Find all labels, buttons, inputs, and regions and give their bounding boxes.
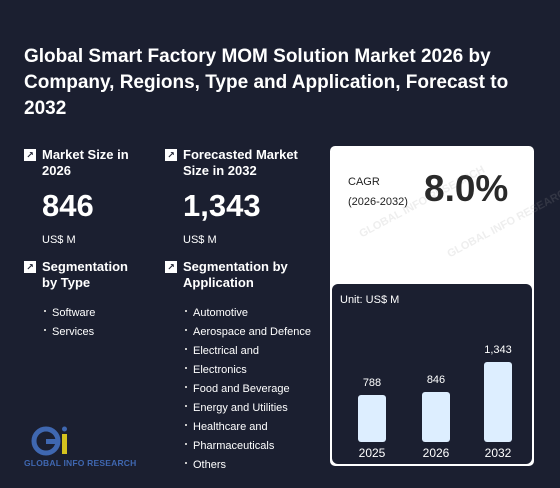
segmentation-type-block: ↗ Segmentation by Type Software Services <box>24 259 142 342</box>
list-item: Food and Beverage <box>185 380 311 399</box>
forecast-unit: US$ M <box>183 234 217 246</box>
segmentation-type-label: Segmentation by Type <box>42 259 128 290</box>
trend-arrow-icon: ↗ <box>165 149 177 161</box>
trend-arrow-icon: ↗ <box>24 149 36 161</box>
list-item: Others <box>185 456 311 475</box>
x-tick-label: 2032 <box>484 446 512 460</box>
list-item: Electronics <box>185 361 311 380</box>
cagr-label-line2: (2026-2032) <box>348 196 408 208</box>
list-item: Healthcare and <box>185 418 311 437</box>
cagr-label: CAGR (2026-2032) <box>348 172 408 212</box>
bar-value-label: 846 <box>426 374 446 386</box>
type-list: Software Services <box>42 304 142 342</box>
segmentation-application-block: ↗ Segmentation by Application Automotive… <box>165 259 311 475</box>
chart-unit-label: Unit: US$ M <box>340 294 400 306</box>
market-size-label: Market Size in 2026 <box>42 147 129 178</box>
trend-arrow-icon: ↗ <box>165 261 177 273</box>
list-item: Software <box>44 304 142 323</box>
x-tick-label: 2026 <box>422 446 450 460</box>
page-title: Global Smart Factory MOM Solution Market… <box>24 46 509 119</box>
cagr-card: GLOBAL INFO RESEARCH GLOBAL INFO RESEARC… <box>330 146 560 466</box>
trend-arrow-icon: ↗ <box>24 261 36 273</box>
list-item: Aerospace and Defence <box>185 323 311 342</box>
logo-text: GLOBAL INFO RESEARCH <box>24 458 137 468</box>
bar-chart: Unit: US$ M 788 2025 846 2026 1,343 2032 <box>332 284 532 464</box>
list-item: Energy and Utilities <box>185 399 311 418</box>
list-item: Electrical and <box>185 342 311 361</box>
market-size-block: ↗ Market Size in 2026 846 US$ M <box>24 147 142 246</box>
list-item: Automotive <box>185 304 311 323</box>
bar-value-label: 1,343 <box>484 344 512 356</box>
cagr-label-line1: CAGR <box>348 176 380 188</box>
bar-2026 <box>422 392 450 442</box>
list-item: Pharmaceuticals <box>185 437 311 456</box>
cagr-value: 8.0% <box>424 168 509 209</box>
forecast-value: 1,343 <box>183 188 261 223</box>
market-size-value: 846 <box>42 188 94 223</box>
company-logo: GLOBAL INFO RESEARCH <box>24 426 144 472</box>
segmentation-application-label: Segmentation by Application <box>183 259 288 290</box>
application-list: Automotive Aerospace and Defence Electri… <box>183 304 311 475</box>
bar-2025 <box>358 395 386 442</box>
bar-2032 <box>484 362 512 442</box>
x-tick-label: 2025 <box>358 446 386 460</box>
bar-value-label: 788 <box>362 377 382 389</box>
forecast-block: ↗ Forecasted Market Size in 2032 1,343 U… <box>165 147 313 246</box>
forecast-label: Forecasted Market Size in 2032 <box>183 147 298 178</box>
list-item: Services <box>44 323 142 342</box>
market-size-unit: US$ M <box>42 234 76 246</box>
logo-icon <box>31 426 67 456</box>
